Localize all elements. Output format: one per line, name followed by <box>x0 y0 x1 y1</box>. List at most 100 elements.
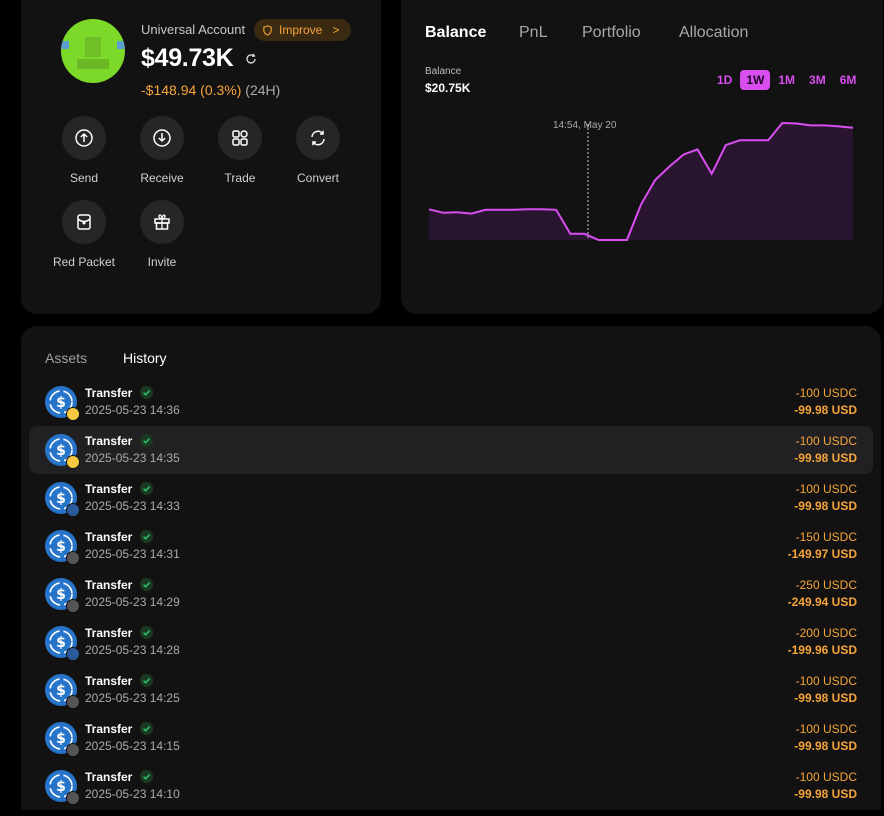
svg-text:$: $ <box>56 731 66 747</box>
tab-assets[interactable]: Assets <box>45 350 88 366</box>
trade-button[interactable]: Trade <box>200 116 280 185</box>
row-amount: -100 USDC <box>795 482 857 496</box>
range-6m[interactable]: 6M <box>839 73 857 87</box>
balance-chart-card: Balance PnL Portfolio Allocation Balance… <box>401 0 883 314</box>
row-title: Transfer <box>85 674 133 688</box>
svg-text:$: $ <box>56 683 66 699</box>
list-item[interactable]: $ Transfer 2025-05-23 14:36 -100 USDC -99.98… <box>29 378 873 426</box>
convert-icon <box>311 130 325 146</box>
row-title: Transfer <box>85 626 133 640</box>
improve-button[interactable]: Improve > <box>254 19 352 41</box>
avatar[interactable] <box>61 19 125 83</box>
network-badge-icon <box>66 695 80 709</box>
range-1m[interactable]: 1M <box>778 73 796 87</box>
svg-text:$: $ <box>56 587 66 603</box>
svg-text:$: $ <box>56 779 66 795</box>
row-usd-value: -99.98 USD <box>794 691 857 705</box>
svg-text:$: $ <box>56 635 66 651</box>
list-item[interactable]: $ Transfer 2025-05-23 14:33 -100 USDC -99.98… <box>29 474 873 522</box>
balance-chart[interactable] <box>428 119 854 259</box>
row-amount: -200 USDC <box>795 626 857 640</box>
tab-portfolio[interactable]: Portfolio <box>582 24 641 41</box>
red-packet-button[interactable]: Red Packet <box>44 200 124 269</box>
row-usd-value: -99.98 USD <box>794 787 857 801</box>
row-amount: -100 USDC <box>795 386 857 400</box>
list-item[interactable]: $ Transfer 2025-05-23 14:29 -250 USDC -249.9… <box>29 570 873 618</box>
row-usd-value: -99.98 USD <box>794 739 857 753</box>
row-usd-value: -249.94 USD <box>787 595 857 609</box>
range-1w[interactable]: 1W <box>740 70 771 90</box>
network-badge-icon <box>66 407 80 421</box>
list-item[interactable]: $ Transfer 2025-05-23 14:31 -150 USDC -149.9… <box>29 522 873 570</box>
trade-label: Trade <box>224 171 256 185</box>
row-amount: -250 USDC <box>795 578 857 592</box>
row-timestamp: 2025-05-23 14:36 <box>85 403 180 417</box>
success-check-icon <box>140 770 153 783</box>
row-timestamp: 2025-05-23 14:10 <box>85 787 180 801</box>
receive-button[interactable]: Receive <box>122 116 202 185</box>
network-badge-icon <box>66 791 80 805</box>
trade-icon <box>232 130 248 146</box>
chart-balance-value: $20.75K <box>425 81 471 95</box>
change-period: (24H) <box>245 82 281 98</box>
list-item[interactable]: $ Transfer 2025-05-23 14:25 -100 USDC -99.98… <box>29 666 873 714</box>
svg-text:$: $ <box>56 395 66 411</box>
convert-button[interactable]: Convert <box>278 116 358 185</box>
row-timestamp: 2025-05-23 14:31 <box>85 547 180 561</box>
row-title: Transfer <box>85 770 133 784</box>
row-timestamp: 2025-05-23 14:33 <box>85 499 180 513</box>
row-title: Transfer <box>85 434 133 448</box>
balance-change: -$148.94 (0.3%) (24H) <box>141 82 280 98</box>
range-1d[interactable]: 1D <box>717 73 733 87</box>
improve-label: Improve <box>279 23 323 37</box>
row-usd-value: -99.98 USD <box>794 451 857 465</box>
row-timestamp: 2025-05-23 14:28 <box>85 643 180 657</box>
send-label: Send <box>69 171 99 185</box>
tab-pnl[interactable]: PnL <box>519 24 548 41</box>
list-item[interactable]: $ Transfer 2025-05-23 14:15 -100 USDC -99.98… <box>29 714 873 762</box>
receive-label: Receive <box>140 171 184 185</box>
row-title: Transfer <box>85 386 133 400</box>
chart-balance-label: Balance <box>425 66 462 77</box>
gift-icon <box>154 214 170 230</box>
row-title: Transfer <box>85 578 133 592</box>
list-item[interactable]: $ Transfer 2025-05-23 14:10 -100 USDC -99.98… <box>29 762 873 810</box>
upload-icon <box>75 129 93 147</box>
tab-balance[interactable]: Balance <box>425 24 487 41</box>
network-badge-icon <box>66 647 80 661</box>
row-amount: -100 USDC <box>795 722 857 736</box>
row-title: Transfer <box>85 722 133 736</box>
success-check-icon <box>140 722 153 735</box>
success-check-icon <box>140 626 153 639</box>
success-check-icon <box>140 674 153 687</box>
row-amount: -100 USDC <box>795 674 857 688</box>
send-button[interactable]: Send <box>44 116 124 185</box>
success-check-icon <box>140 530 153 543</box>
red-packet-icon <box>77 214 91 230</box>
row-usd-value: -99.98 USD <box>794 403 857 417</box>
row-usd-value: -199.96 USD <box>787 643 857 657</box>
list-item[interactable]: $ Transfer 2025-05-23 14:35 -100 USDC -99.98… <box>29 426 873 474</box>
invite-label: Invite <box>147 255 177 269</box>
tab-history[interactable]: History <box>123 350 167 366</box>
refresh-icon[interactable] <box>245 53 257 65</box>
tab-allocation[interactable]: Allocation <box>679 24 749 41</box>
range-3m[interactable]: 3M <box>809 73 826 87</box>
total-balance: $49.73K <box>141 44 234 72</box>
invite-button[interactable]: Invite <box>122 200 202 269</box>
row-timestamp: 2025-05-23 14:15 <box>85 739 180 753</box>
list-item[interactable]: $ Transfer 2025-05-23 14:28 -200 USDC -199.9… <box>29 618 873 666</box>
download-icon <box>153 129 171 147</box>
network-badge-icon <box>66 503 80 517</box>
row-timestamp: 2025-05-23 14:29 <box>85 595 180 609</box>
success-check-icon <box>140 386 153 399</box>
account-label: Universal Account <box>141 22 246 37</box>
shield-icon <box>263 24 272 36</box>
network-badge-icon <box>66 599 80 613</box>
row-amount: -150 USDC <box>795 530 857 544</box>
row-usd-value: -149.97 USD <box>787 547 857 561</box>
account-card: Universal Account Improve > $49.73K -$14… <box>21 0 381 314</box>
chevron-right-icon: > <box>332 23 340 37</box>
success-check-icon <box>140 578 153 591</box>
row-title: Transfer <box>85 482 133 496</box>
